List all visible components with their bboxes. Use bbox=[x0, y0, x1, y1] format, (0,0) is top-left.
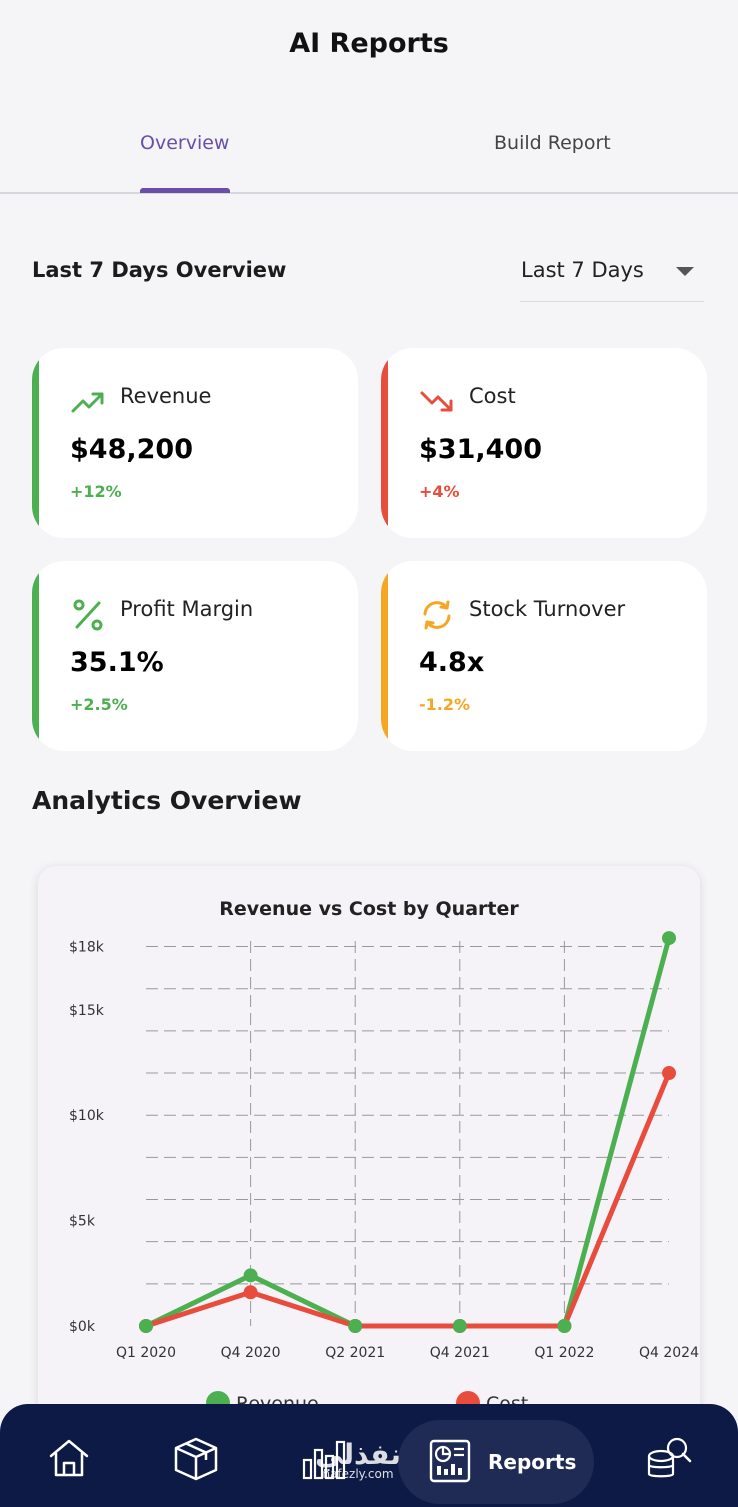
metric-value: $48,200 bbox=[70, 434, 193, 465]
metric-card-profit-margin[interactable]: Profit Margin 35.1% +2.5% bbox=[32, 561, 358, 751]
period-dropdown-value: Last 7 Days bbox=[521, 258, 644, 282]
x-tick-label: Q2 2021 bbox=[325, 1345, 385, 1361]
revenue-cost-chart: Revenue vs Cost by Quarter $0k $5k $10k $15k… bbox=[38, 866, 700, 1466]
metric-label: Revenue bbox=[120, 384, 212, 408]
metric-change: +12% bbox=[70, 482, 122, 501]
card-accent-bar bbox=[381, 348, 388, 538]
data-point-revenue bbox=[243, 1268, 258, 1283]
card-accent-bar bbox=[381, 561, 388, 751]
metric-label: Cost bbox=[469, 384, 516, 408]
y-tick-label: $0k bbox=[69, 1319, 96, 1335]
y-tick-label: $18k bbox=[69, 940, 105, 956]
x-tick-label: Q4 2020 bbox=[221, 1345, 281, 1361]
chart-title: Revenue vs Cost by Quarter bbox=[219, 898, 519, 920]
nav-home[interactable] bbox=[45, 1434, 93, 1482]
x-tick-label: Q1 2022 bbox=[534, 1345, 594, 1361]
report-icon bbox=[429, 1439, 471, 1483]
database-search-icon bbox=[647, 1437, 692, 1478]
bottom-nav: Reports bbox=[0, 1404, 738, 1507]
overview-title: Last 7 Days Overview bbox=[32, 258, 287, 282]
refresh-icon bbox=[423, 600, 451, 630]
metric-label: Stock Turnover bbox=[469, 597, 626, 621]
data-point-revenue bbox=[452, 1319, 467, 1333]
caret-down-icon bbox=[676, 267, 694, 276]
metric-card-revenue[interactable]: Revenue $48,200 +12% bbox=[32, 348, 358, 538]
metric-label: Profit Margin bbox=[120, 597, 254, 621]
metric-change: +4% bbox=[419, 482, 460, 501]
nav-inventory[interactable] bbox=[172, 1434, 220, 1482]
metric-value: $31,400 bbox=[419, 434, 542, 465]
x-tick-label: Q4 2024 bbox=[639, 1345, 699, 1361]
nav-reports-label: Reports bbox=[488, 1450, 577, 1474]
home-icon bbox=[49, 1439, 89, 1477]
data-point-cost bbox=[662, 1066, 676, 1081]
x-tick-label: Q1 2020 bbox=[116, 1345, 176, 1361]
line-chart: Revenue vs Cost by Quarter $0k $5k $10k $15k… bbox=[69, 898, 699, 1415]
tab-bar: Overview Build Report bbox=[0, 110, 738, 194]
y-tick-label: $10k bbox=[69, 1108, 105, 1124]
box-icon bbox=[174, 1437, 218, 1481]
percent-icon bbox=[73, 599, 103, 631]
data-point-revenue bbox=[348, 1319, 363, 1333]
y-tick-label: $15k bbox=[69, 1003, 105, 1019]
data-point-cost bbox=[243, 1285, 258, 1300]
metric-change: -1.2% bbox=[419, 695, 471, 714]
page-title: AI Reports bbox=[289, 28, 449, 59]
metric-change: +2.5% bbox=[70, 695, 128, 714]
trending-down-icon bbox=[420, 391, 453, 412]
watermark: نفذلي nafezly.com bbox=[298, 1438, 418, 1481]
trending-up-icon bbox=[71, 392, 104, 413]
watermark-latin: nafezly.com bbox=[322, 1467, 394, 1481]
metric-card-stock-turnover[interactable]: Stock Turnover 4.8x -1.2% bbox=[381, 561, 707, 751]
bar-chart-icon bbox=[302, 1440, 346, 1480]
data-point-revenue bbox=[139, 1319, 153, 1333]
analytics-title: Analytics Overview bbox=[32, 786, 302, 815]
nav-data-search[interactable] bbox=[644, 1434, 692, 1482]
metric-card-cost[interactable]: Cost $31,400 +4% bbox=[381, 348, 707, 538]
period-dropdown[interactable]: Last 7 Days bbox=[520, 254, 704, 302]
tab-overview[interactable]: Overview bbox=[140, 132, 230, 154]
data-point-revenue bbox=[662, 931, 676, 946]
metric-value: 4.8x bbox=[419, 647, 485, 678]
card-accent-bar bbox=[32, 348, 39, 538]
data-point-revenue bbox=[557, 1319, 572, 1333]
nav-reports[interactable]: Reports bbox=[398, 1420, 594, 1504]
series-line-cost bbox=[143, 1070, 672, 1329]
active-tab-indicator bbox=[140, 188, 230, 193]
tab-build-report[interactable]: Build Report bbox=[494, 132, 611, 154]
y-tick-label: $5k bbox=[69, 1214, 96, 1230]
card-accent-bar bbox=[32, 561, 39, 751]
nav-analytics[interactable] bbox=[300, 1434, 348, 1482]
x-tick-label: Q4 2021 bbox=[430, 1345, 490, 1361]
metric-value: 35.1% bbox=[70, 647, 164, 678]
watermark-arabic: نفذلي bbox=[315, 1438, 401, 1471]
